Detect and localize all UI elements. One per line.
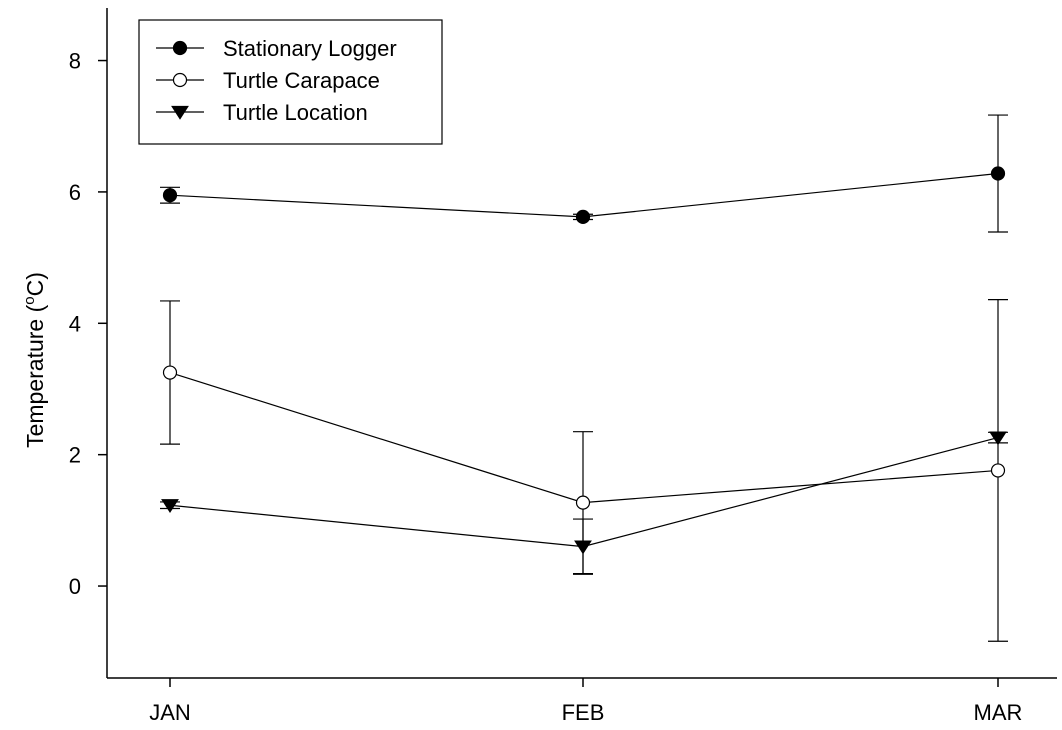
x-tick-label: MAR [974, 700, 1023, 725]
legend-label: Turtle Carapace [223, 68, 380, 93]
series-turtle-location [160, 431, 1008, 575]
y-axis-label-superscript: o [21, 296, 38, 304]
series-stationary-logger [160, 114, 1008, 233]
y-tick-label: 0 [69, 574, 81, 599]
y-tick-label: 2 [69, 443, 81, 468]
plot-area: 0 2 4 6 8 JAN FEB MAR [69, 8, 1057, 725]
y-tick-label: 8 [69, 49, 81, 74]
data-point [161, 499, 179, 513]
data-point [574, 540, 592, 555]
data-point [990, 166, 1006, 181]
legend-marker [172, 72, 188, 88]
data-point [990, 463, 1006, 478]
y-axis-label-unit: C) [22, 272, 48, 296]
y-axis-label: Temperature (oC) [21, 272, 48, 448]
data-point [162, 188, 178, 203]
x-tick-label: JAN [149, 700, 191, 725]
legend: Stationary Logger Turtle Carapace Turtle L… [138, 19, 443, 145]
series-line [169, 437, 999, 548]
legend-box [138, 19, 443, 145]
x-tick-label: FEB [562, 700, 605, 725]
y-axis-label-text: Temperature ( [22, 304, 48, 448]
series-turtle-carapace [160, 299, 1008, 642]
legend-marker [171, 105, 189, 120]
legend-marker [172, 40, 188, 56]
data-point [162, 365, 178, 380]
data-point [575, 495, 591, 510]
data-point [989, 431, 1007, 446]
legend-label: Stationary Logger [223, 36, 397, 61]
y-tick-label: 4 [69, 311, 81, 336]
series-line [169, 371, 999, 504]
y-tick-label: 6 [69, 180, 81, 205]
data-point [575, 209, 591, 224]
legend-label: Turtle Location [223, 100, 368, 125]
